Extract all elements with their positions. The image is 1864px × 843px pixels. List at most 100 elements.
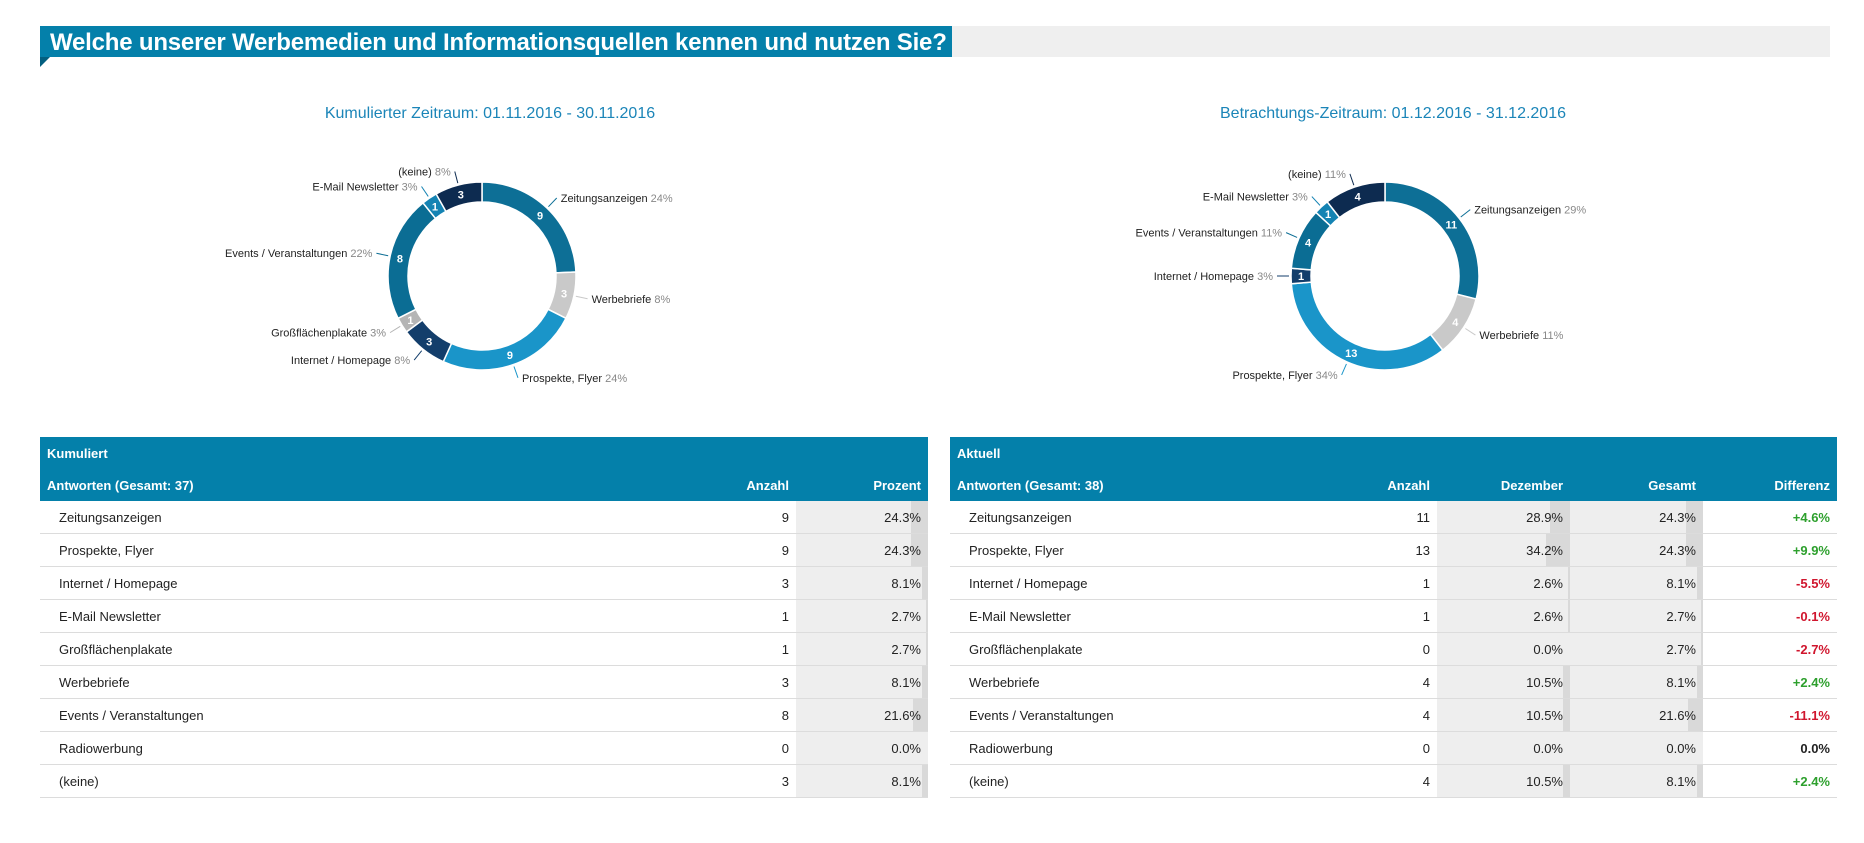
- slice-label-e-mail-newsletter: E-Mail Newsletter 3%: [312, 182, 417, 194]
- row-percent: 24.3%: [796, 533, 928, 567]
- row-label: Zeitungsanzeigen: [40, 501, 662, 534]
- row-gesamt-value: 21.6%: [1659, 707, 1696, 723]
- slice-value-großflächenplakate: 1: [407, 315, 413, 327]
- chart-title-kumuliert: Kumulierter Zeitraum: 01.11.2016 - 30.11…: [324, 105, 656, 122]
- row-label: Prospekte, Flyer: [40, 533, 662, 567]
- row-dezember: 10.5%: [1437, 698, 1570, 732]
- title-tab: [40, 26, 952, 57]
- row-label: Großflächenplakate: [950, 632, 1305, 666]
- slice-value-keine: 4: [1355, 192, 1362, 204]
- row-label: (keine): [40, 764, 662, 798]
- row-count: 1: [1305, 599, 1437, 633]
- slice-label-großflächenplakate: Großflächenplakate 3%: [271, 328, 386, 340]
- column-header-gesamt: Gesamt: [1570, 469, 1703, 501]
- percent-bar: [1701, 633, 1703, 665]
- slice-connector-internet-homepage: [413, 350, 423, 361]
- row-gesamt-value: 24.3%: [1659, 542, 1696, 558]
- row-percent: 24.3%: [796, 501, 928, 534]
- row-dezember: 34.2%: [1437, 533, 1570, 567]
- slice-connector-zeitungsanzeigen: [1460, 209, 1471, 218]
- row-count: 8: [662, 698, 796, 732]
- row-count: 4: [1305, 764, 1437, 798]
- table-row: Zeitungsanzeigen 9 24.3%: [40, 501, 928, 534]
- row-label: Events / Veranstaltungen: [950, 698, 1305, 732]
- row-count: 3: [662, 566, 796, 600]
- column-header-antworten: Antworten (Gesamt: 37): [40, 469, 662, 501]
- row-count: 0: [1305, 632, 1437, 666]
- table-row: (keine) 4 10.5% 8.1% +2.4%: [950, 764, 1837, 798]
- percent-bar: [1697, 666, 1703, 698]
- row-percent: 0.0%: [796, 731, 928, 765]
- slice-label-events-veranstaltungen: Events / Veranstaltungen 11%: [1136, 228, 1283, 240]
- row-count: 3: [662, 764, 796, 798]
- row-percent-value: 24.3%: [884, 542, 921, 558]
- row-label: Internet / Homepage: [40, 566, 662, 600]
- row-percent: 21.6%: [796, 698, 928, 732]
- row-differenz: 0.0%: [1703, 731, 1837, 765]
- table-row: Großflächenplakate 0 0.0% 2.7% -2.7%: [950, 632, 1837, 666]
- slice-connector-events-veranstaltungen: [376, 252, 389, 257]
- row-differenz: +9.9%: [1703, 533, 1837, 567]
- column-header-antworten: Antworten (Gesamt: 38): [950, 469, 1305, 501]
- slice-value-e-mail-newsletter: 1: [432, 201, 438, 213]
- row-label: E-Mail Newsletter: [40, 599, 662, 633]
- row-dezember: 2.6%: [1437, 599, 1570, 633]
- table-row: E-Mail Newsletter 1 2.6% 2.7% -0.1%: [950, 599, 1837, 633]
- slice-value-zeitungsanzeigen: 9: [537, 210, 543, 222]
- table-row: Events / Veranstaltungen 4 10.5% 21.6% -11.1…: [950, 698, 1837, 732]
- percent-bar: [926, 633, 928, 665]
- slice-value-zeitungsanzeigen: 11: [1445, 219, 1457, 231]
- percent-bar: [912, 699, 928, 731]
- slice-value-werbebriefe: 4: [1452, 317, 1459, 329]
- percent-bar: [1568, 567, 1570, 599]
- row-gesamt: 21.6%: [1570, 698, 1703, 732]
- percent-bar: [911, 534, 928, 566]
- table-group-label: Kumuliert: [40, 437, 928, 469]
- table-row: Radiowerbung 0 0.0% 0.0% 0.0%: [950, 731, 1837, 765]
- row-percent: 8.1%: [796, 764, 928, 798]
- slice-value-internet-homepage: 3: [426, 336, 432, 348]
- slice-connector-events-veranstaltungen: [1285, 232, 1298, 238]
- slice-connector-zeitungsanzeigen: [548, 197, 558, 208]
- donut-slice-keine: [435, 181, 483, 213]
- row-count: 4: [1305, 665, 1437, 699]
- row-percent-value: 0.0%: [891, 740, 921, 756]
- slice-value-internet-homepage: 1: [1298, 271, 1304, 283]
- row-gesamt: 8.1%: [1570, 665, 1703, 699]
- donut-slice-events-veranstaltungen: [387, 201, 437, 320]
- table-row: Großflächenplakate 1 2.7%: [40, 632, 928, 666]
- row-label: Prospekte, Flyer: [950, 533, 1305, 567]
- row-dezember-value: 2.6%: [1533, 575, 1563, 591]
- slice-connector-prospekte-flyer: [513, 366, 519, 378]
- row-differenz: -11.1%: [1703, 698, 1837, 732]
- row-gesamt-value: 8.1%: [1666, 674, 1696, 690]
- row-dezember-value: 10.5%: [1526, 773, 1563, 789]
- percent-bar: [922, 666, 928, 698]
- slice-label-events-veranstaltungen: Events / Veranstaltungen 22%: [225, 248, 373, 260]
- row-percent-value: 8.1%: [891, 575, 921, 591]
- row-gesamt: 2.7%: [1570, 599, 1703, 633]
- row-label: E-Mail Newsletter: [950, 599, 1305, 633]
- percent-bar: [911, 501, 928, 533]
- row-count: 1: [1305, 566, 1437, 600]
- slice-connector-werbebriefe: [1465, 328, 1476, 336]
- column-header-dezember: Dezember: [1437, 469, 1570, 501]
- row-percent-value: 21.6%: [884, 707, 921, 723]
- row-gesamt: 0.0%: [1570, 731, 1703, 765]
- donut-chart-kumuliert: 9 Zeitungsanzeigen 24% 3 Werbebriefe 8% 9 Pro…: [225, 166, 673, 384]
- row-gesamt-value: 2.7%: [1666, 641, 1696, 657]
- row-dezember: 10.5%: [1437, 665, 1570, 699]
- row-dezember-value: 2.6%: [1533, 608, 1563, 624]
- slice-label-zeitungsanzeigen: Zeitungsanzeigen 24%: [561, 193, 673, 205]
- row-percent: 2.7%: [796, 599, 928, 633]
- row-count: 1: [662, 599, 796, 633]
- donut-slice-zeitungsanzeigen: [1384, 181, 1480, 300]
- table-aktuell: Aktuell Antworten (Gesamt: 38) Anzahl De…: [950, 437, 1837, 798]
- percent-bar: [1686, 534, 1703, 566]
- table-group-label: Aktuell: [950, 437, 1837, 469]
- row-label: Events / Veranstaltungen: [40, 698, 662, 732]
- table-row: Werbebriefe 4 10.5% 8.1% +2.4%: [950, 665, 1837, 699]
- percent-bar: [1697, 765, 1703, 797]
- row-differenz: +4.6%: [1703, 501, 1837, 534]
